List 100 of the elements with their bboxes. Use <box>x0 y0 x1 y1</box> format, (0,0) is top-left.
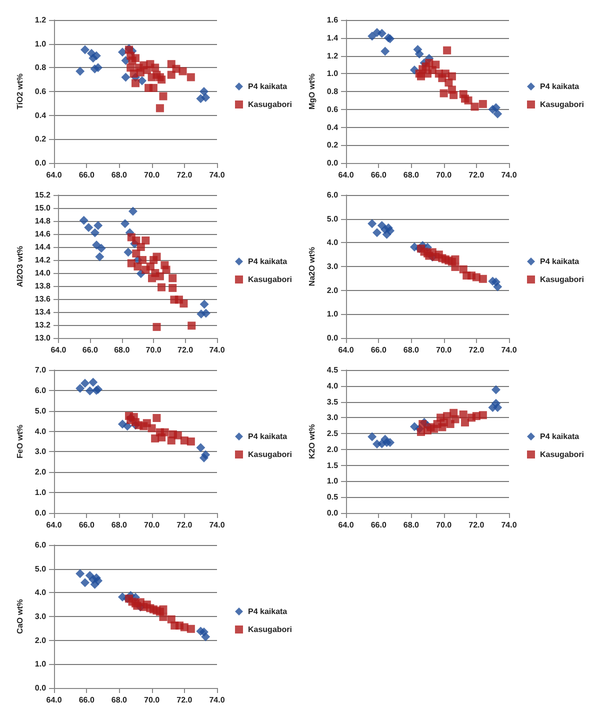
y-tick-label: 13.2 <box>34 320 52 330</box>
y-tick-label: 7.0 <box>34 366 47 374</box>
y-tick-label: 1.0 <box>326 310 339 319</box>
y-tick-label: 2.5 <box>326 429 339 438</box>
x-tick-label: 64.0 <box>338 346 354 354</box>
y-tick-label: 5.0 <box>326 214 339 224</box>
y-tick-label: 1.0 <box>34 488 47 498</box>
x-tick-label: 72.0 <box>468 520 485 530</box>
y-tick-label: 4.0 <box>34 588 47 598</box>
x-tick-label: 74.0 <box>501 346 518 354</box>
y-tick-label: 0.4 <box>34 110 47 120</box>
x-tick-label: 66.0 <box>78 696 95 704</box>
legend-label: P4 kaikata <box>248 432 288 441</box>
x-tick-label: 74.0 <box>501 520 518 530</box>
y-tick-label: 15.2 <box>34 190 52 200</box>
y-tick-label: 0.0 <box>34 508 47 518</box>
y-tick-label: 2.0 <box>326 286 339 295</box>
x-tick-label: 70.0 <box>436 346 452 354</box>
x-tick-label: 64.0 <box>46 170 62 180</box>
y-tick-label: 1.0 <box>34 660 47 669</box>
x-tick-label: 72.0 <box>468 170 485 180</box>
x-tick-label: 68.0 <box>403 346 420 354</box>
y-tick-label: 3.5 <box>326 397 339 406</box>
x-tick-label: 64.0 <box>46 696 62 704</box>
legend-label: Kasugabori <box>540 100 584 109</box>
legend-label: Kasugabori <box>248 275 292 284</box>
x-tick-label: 66.0 <box>370 170 387 180</box>
y-tick-label: 15.0 <box>34 204 52 212</box>
y-tick-label: 0.0 <box>34 158 47 168</box>
legend-label: P4 kaikata <box>248 607 288 616</box>
y-axis-title: CaO wt% <box>16 599 24 634</box>
y-tick-label: 13.8 <box>34 282 52 290</box>
y-tick-label: 1.5 <box>326 460 339 470</box>
y-tick-label: 1.2 <box>326 51 339 60</box>
y-tick-label: 5.0 <box>34 406 47 416</box>
x-tick-label: 68.0 <box>403 520 420 530</box>
y-axis-title: FeO wt% <box>16 424 24 458</box>
x-tick-label: 70.0 <box>146 346 162 354</box>
y-tick-label: 6.0 <box>326 190 339 200</box>
y-tick-label: 14.6 <box>34 230 52 238</box>
y-tick-label: 4.0 <box>34 426 47 436</box>
y-tick-label: 0.5 <box>326 492 339 502</box>
y-tick-label: 14.4 <box>34 242 52 252</box>
y-tick-label: 1.4 <box>326 33 339 42</box>
y-tick-label: 0.0 <box>326 334 339 342</box>
legend-label: Kasugabori <box>248 450 292 459</box>
x-tick-label: 68.0 <box>111 170 128 180</box>
legend-label: Kasugabori <box>540 450 584 459</box>
x-tick-label: 72.0 <box>176 696 193 704</box>
y-tick-label: 14.0 <box>34 268 52 278</box>
y-tick-label: 0.8 <box>326 87 339 96</box>
x-tick-label: 66.0 <box>82 346 99 354</box>
y-tick-label: 6.0 <box>34 386 47 395</box>
y-tick-label: 4.5 <box>326 366 339 374</box>
y-tick-label: 13.6 <box>34 294 52 304</box>
legend-label: P4 kaikata <box>248 82 288 91</box>
y-axis-title: Na2O wt% <box>308 246 316 286</box>
y-tick-label: 5.0 <box>34 564 47 574</box>
y-tick-label: 13.4 <box>34 308 52 316</box>
y-tick-label: 13.0 <box>34 334 52 342</box>
x-tick-label: 66.0 <box>370 520 387 530</box>
x-tick-label: 66.0 <box>370 346 387 354</box>
y-axis-title: MgO wt% <box>308 74 316 110</box>
y-tick-label: 3.0 <box>34 447 47 456</box>
y-tick-label: 14.8 <box>34 216 52 226</box>
legend-label: Kasugabori <box>540 275 584 284</box>
x-tick-label: 70.0 <box>436 520 452 530</box>
x-tick-label: 72.0 <box>176 520 193 530</box>
y-tick-label: 0.0 <box>34 684 47 692</box>
x-tick-label: 64.0 <box>338 520 354 530</box>
x-tick-label: 70.0 <box>144 170 160 180</box>
x-tick-label: 72.0 <box>176 170 193 180</box>
x-tick-label: 74.0 <box>209 520 226 530</box>
x-tick-label: 72.0 <box>468 346 485 354</box>
y-tick-label: 3.0 <box>326 413 339 422</box>
y-tick-label: 0.2 <box>34 134 47 144</box>
x-tick-label: 68.0 <box>114 346 130 354</box>
y-tick-label: 3.0 <box>326 262 339 271</box>
y-axis-title: TiO2 wt% <box>16 74 24 110</box>
y-tick-label: 1.0 <box>34 39 47 48</box>
x-tick-label: 66.0 <box>78 170 95 180</box>
legend-label: Kasugabori <box>248 100 292 109</box>
x-tick-label: 72.0 <box>178 346 194 354</box>
x-tick-label: 64.0 <box>46 520 62 530</box>
y-tick-label: 1.2 <box>34 16 47 24</box>
x-tick-label: 64.0 <box>338 170 354 180</box>
y-tick-label: 4.0 <box>326 381 339 390</box>
y-tick-label: 2.0 <box>326 444 339 454</box>
y-tick-label: 2.0 <box>34 468 47 477</box>
legend-label: Kasugabori <box>248 625 292 634</box>
legend-label: P4 kaikata <box>540 257 580 266</box>
y-tick-label: 6.0 <box>34 540 47 550</box>
legend-label: P4 kaikata <box>540 432 580 441</box>
legend-label: P4 kaikata <box>540 82 580 91</box>
x-tick-label: 74.0 <box>209 170 226 180</box>
y-tick-label: 0.2 <box>326 140 339 150</box>
y-tick-label: 2.0 <box>34 636 47 645</box>
y-axis-title: K2O wt% <box>308 424 316 459</box>
x-tick-label: 74.0 <box>209 346 226 354</box>
y-tick-label: 0.0 <box>326 508 339 518</box>
